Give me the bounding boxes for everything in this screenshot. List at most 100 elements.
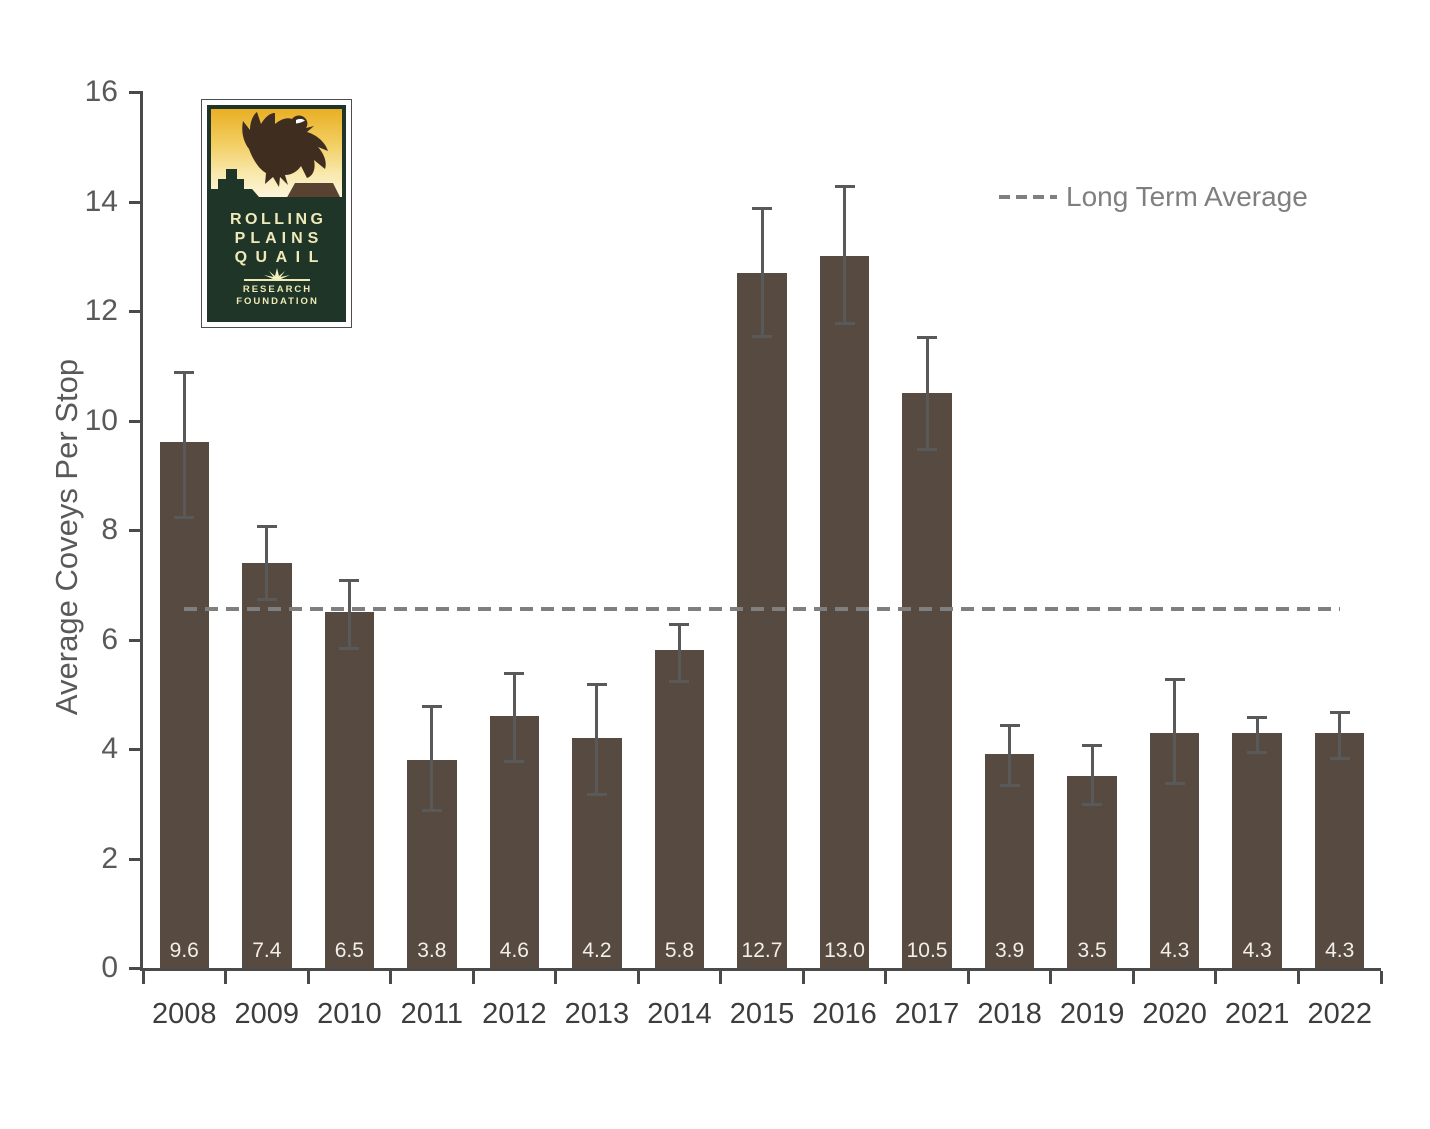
- landscape-graphic: [211, 169, 342, 205]
- x-tick: [554, 971, 558, 984]
- y-tick: [129, 857, 143, 861]
- y-tick-label: 0: [101, 951, 118, 984]
- error-bar-cap-bottom: [1329, 756, 1350, 760]
- error-bar-2022: [1338, 710, 1342, 760]
- x-tick-label-2019: 2019: [1059, 998, 1125, 1030]
- error-bar-cap-top: [669, 623, 690, 627]
- y-tick-label: 14: [84, 184, 118, 218]
- error-bar-cap-bottom: [174, 516, 195, 520]
- error-bar-2019: [1090, 743, 1094, 807]
- bar-value-label: 4.3: [1160, 939, 1190, 962]
- bar-value-label: 7.4: [252, 939, 282, 962]
- y-tick-label: 4: [101, 732, 118, 765]
- error-bar-cap-top: [999, 724, 1020, 728]
- y-tick: [129, 967, 143, 970]
- error-bar-cap-bottom: [339, 647, 360, 651]
- error-bar-2021: [1255, 716, 1259, 755]
- logo-word-plains: PLAINS: [234, 230, 324, 247]
- x-tick-label-2013: 2013: [564, 998, 630, 1030]
- error-bar-2011: [430, 705, 434, 812]
- starburst-divider-icon: [243, 268, 310, 281]
- x-tick: [389, 971, 393, 984]
- bar-2019: [1067, 776, 1117, 968]
- bar-2015: [737, 272, 787, 968]
- logo-text-block: ROLLING PLAINS QUAIL RESEARCH FOUNDATION: [211, 205, 342, 318]
- x-tick-label-2018: 2018: [977, 998, 1042, 1030]
- x-tick-label-2010: 2010: [317, 998, 382, 1030]
- y-tick-label: 12: [84, 294, 118, 327]
- x-tick-label-2021: 2021: [1224, 998, 1290, 1030]
- y-tick-label: 10: [84, 403, 118, 437]
- x-tick-label-2022: 2022: [1307, 998, 1372, 1030]
- x-tick: [884, 971, 888, 984]
- x-tick: [801, 971, 805, 984]
- error-bar-2018: [1008, 724, 1012, 788]
- y-tick: [129, 200, 143, 204]
- bar-value-label: 10.5: [906, 939, 948, 962]
- logo-word-research: RESEARCH: [242, 284, 313, 295]
- error-bar-2020: [1173, 677, 1177, 785]
- y-tick: [129, 529, 143, 532]
- error-bar-cap-bottom: [1247, 751, 1268, 755]
- error-bar-2013: [595, 683, 599, 796]
- bar-2016: [819, 256, 870, 968]
- x-tick: [1379, 971, 1383, 984]
- y-tick-label: 8: [101, 513, 118, 546]
- x-tick: [636, 971, 640, 984]
- error-bar-cap-top: [586, 683, 607, 687]
- error-bar-2012: [512, 672, 516, 763]
- error-bar-cap-bottom: [256, 598, 277, 602]
- rpqrf-logo: ROLLING PLAINS QUAIL RESEARCH FOUNDATION: [201, 99, 352, 328]
- x-tick: [1214, 971, 1218, 984]
- bar-value-label: 3.5: [1077, 939, 1107, 962]
- x-tick-label-2020: 2020: [1142, 998, 1207, 1030]
- bar-value-label: 5.8: [664, 939, 695, 962]
- bar-2021: [1232, 732, 1282, 968]
- error-bar-cap-top: [1082, 743, 1103, 747]
- bar-value-label: 4.3: [1242, 939, 1272, 962]
- x-tick: [1131, 971, 1135, 984]
- error-bar-cap-bottom: [421, 808, 442, 812]
- logo-sky: [211, 109, 342, 205]
- bar-2009: [242, 562, 292, 968]
- x-tick-label-2017: 2017: [894, 998, 960, 1030]
- y-tick: [129, 419, 143, 423]
- y-tick-label: 2: [101, 841, 118, 875]
- error-bar-cap-bottom: [834, 321, 855, 325]
- y-tick: [129, 310, 143, 313]
- x-axis: [140, 968, 1381, 971]
- x-tick: [224, 971, 228, 984]
- error-bar-2010: [347, 579, 351, 651]
- x-tick-label-2014: 2014: [647, 998, 712, 1030]
- bar-value-label: 3.8: [417, 939, 447, 962]
- x-tick-label-2008: 2008: [152, 998, 217, 1030]
- error-bar-cap-top: [421, 705, 442, 709]
- error-bar-cap-top: [1329, 710, 1350, 714]
- x-tick: [966, 971, 970, 984]
- legend: Long Term Average: [999, 181, 1308, 213]
- bar-2018: [984, 754, 1035, 968]
- bar-2014: [654, 650, 705, 968]
- bar-value-label: 9.6: [169, 939, 199, 962]
- bar-value-label: 13.0: [824, 939, 865, 962]
- quail-icon: [242, 112, 328, 187]
- x-tick: [1296, 971, 1300, 984]
- x-tick-label-2012: 2012: [482, 998, 547, 1030]
- x-tick: [306, 971, 310, 984]
- error-bar-cap-top: [174, 371, 195, 375]
- legend-dashed-line-swatch: [999, 195, 1057, 199]
- legend-label: Long Term Average: [1066, 181, 1308, 212]
- x-tick-label-2016: 2016: [812, 998, 877, 1030]
- y-tick: [129, 91, 143, 94]
- bar-value-label: 4.3: [1325, 939, 1355, 962]
- y-tick-label: 6: [101, 622, 118, 656]
- bar-value-label: 3.9: [994, 939, 1025, 962]
- error-bar-cap-bottom: [669, 680, 690, 684]
- bar-value-label: 12.7: [741, 939, 783, 962]
- bar-value-label: 4.2: [582, 939, 612, 962]
- x-tick: [1049, 971, 1053, 984]
- error-bar-cap-top: [1247, 716, 1268, 720]
- x-tick-label-2009: 2009: [234, 998, 300, 1030]
- error-bar-cap-top: [256, 524, 277, 528]
